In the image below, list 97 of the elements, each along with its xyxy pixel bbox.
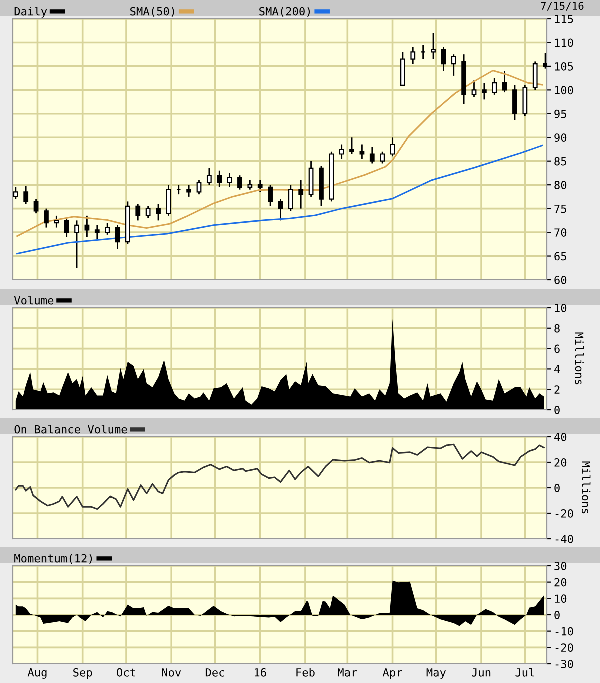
- legend-label: On Balance Volume: [14, 425, 128, 434]
- x-tick-label: Jun: [472, 668, 491, 677]
- candlestick: [248, 180, 253, 191]
- y-tick-label: 0: [554, 484, 560, 492]
- x-tick-label: Sep: [74, 668, 92, 679]
- candlestick: [410, 46, 416, 65]
- y-tick-label: 30: [554, 562, 567, 570]
- candlestick: [360, 144, 365, 160]
- candlestick: [34, 198, 39, 214]
- line-series: [16, 144, 544, 255]
- y-axis-title: Millions: [582, 462, 591, 514]
- y-tick-label: 95: [554, 110, 566, 118]
- y-tick-label: 10: [555, 304, 567, 312]
- candlestick: [74, 220, 80, 269]
- y-tick-label: 20: [554, 458, 567, 467]
- x-tick-label: Dec: [206, 668, 224, 677]
- candlestick: [512, 84, 518, 121]
- candlestick: [288, 184, 294, 212]
- x-tick-label: Feb: [296, 668, 315, 677]
- text: 7/15/16: [541, 2, 584, 11]
- candlestick: [115, 224, 120, 250]
- y-tick-label: 0: [554, 611, 560, 620]
- candlestick: [156, 203, 161, 222]
- y-tick-label: 20: [554, 578, 567, 587]
- candlestick: [24, 185, 29, 205]
- y-tick-label: 75: [554, 204, 566, 214]
- candlestick: [532, 61, 538, 91]
- candlestick: [441, 46, 446, 72]
- candlestick: [84, 215, 90, 238]
- y-tick-label: 40: [554, 433, 567, 442]
- y-tick-label: 4: [554, 365, 560, 374]
- y-tick-label: 110: [555, 38, 574, 48]
- y-tick-label: -20: [556, 644, 574, 652]
- candlestick: [472, 80, 477, 98]
- candlestick: [64, 218, 70, 238]
- legend-label: SMA(50): [130, 7, 174, 18]
- candlestick: [339, 144, 344, 160]
- candlestick: [502, 70, 508, 94]
- candlestick: [298, 180, 304, 210]
- candlestick: [278, 198, 284, 222]
- y-tick-label: 105: [555, 62, 574, 71]
- candlestick: [451, 54, 456, 77]
- y-tick-label: -40: [556, 535, 574, 544]
- candlestick: [196, 180, 202, 196]
- candlestick: [136, 203, 141, 222]
- x-tick-label: May: [426, 668, 446, 679]
- y-tick-label: 8: [554, 324, 560, 333]
- candlestick: [166, 184, 172, 217]
- candlestick: [431, 32, 436, 60]
- candlestick: [370, 146, 375, 164]
- candlestick: [206, 168, 212, 186]
- candlestick: [94, 224, 100, 240]
- candlestick: [380, 151, 386, 164]
- candlestick: [227, 172, 232, 188]
- candlestick: [54, 215, 60, 228]
- candlestick: [492, 78, 498, 96]
- candlestick: [350, 136, 354, 155]
- candlestick: [482, 82, 487, 100]
- y-tick-label: 0: [554, 406, 560, 414]
- y-tick-label: -10: [556, 627, 574, 636]
- x-tick-label: Jul: [516, 668, 534, 677]
- legend-label: SMA(200): [260, 7, 310, 18]
- y-tick-label: 10: [555, 594, 567, 604]
- y-tick-label: 2: [554, 386, 560, 394]
- y-tick-label: 70: [554, 228, 567, 237]
- candlestick: [44, 208, 49, 228]
- x-tick-label: Mar: [338, 668, 358, 677]
- y-tick-label: -30: [556, 660, 574, 668]
- y-tick-label: 90: [554, 134, 567, 142]
- candlestick: [390, 136, 396, 158]
- legend-label: Momentum(12): [14, 554, 92, 564]
- legend-label: Daily: [14, 7, 48, 18]
- y-tick-label: 85: [554, 157, 566, 166]
- y-tick-label: 80: [554, 181, 567, 190]
- x-tick-label: Nov: [162, 668, 182, 677]
- x-tick-label: Aug: [28, 668, 47, 679]
- candlestick: [13, 186, 18, 200]
- line-series: [15, 444, 545, 510]
- legend-label: Volume: [14, 296, 54, 305]
- candlestick: [268, 184, 273, 208]
- x-tick-label: Apr: [382, 668, 402, 679]
- y-tick-label: 6: [554, 344, 560, 354]
- candlestick: [105, 222, 110, 236]
- line-series: [16, 70, 544, 238]
- candlestick: [146, 206, 151, 220]
- y-tick-label: 60: [554, 276, 567, 284]
- y-tick-label: 100: [555, 86, 574, 95]
- y-tick-label: -20: [556, 510, 574, 518]
- y-tick-label: 65: [554, 252, 566, 261]
- y-axis-title: Millions: [575, 332, 584, 385]
- y-tick-label: 115: [555, 15, 574, 24]
- candlestick: [238, 174, 242, 191]
- candlestick: [217, 170, 222, 188]
- candlestick: [186, 184, 192, 198]
- x-tick-label: 16: [255, 668, 266, 677]
- x-tick-label: Oct: [117, 668, 136, 677]
- candlestick: [258, 180, 263, 193]
